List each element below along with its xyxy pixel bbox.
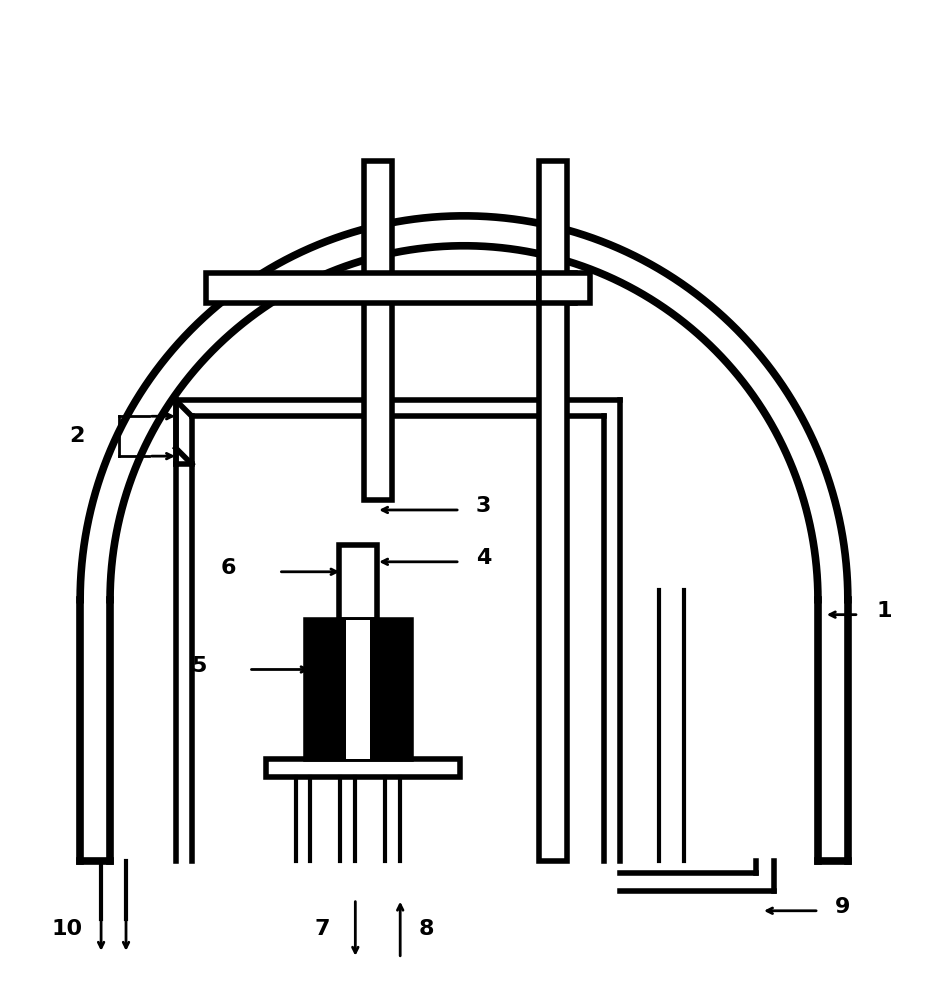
Text: 6: 6	[221, 558, 236, 578]
Text: 5: 5	[190, 656, 206, 676]
Text: 2: 2	[69, 426, 84, 446]
Bar	[538, 161, 566, 861]
Bar	[206, 273, 574, 303]
Bar	[339, 545, 377, 620]
Text: 9: 9	[834, 897, 849, 917]
Bar	[346, 620, 370, 759]
Text: 8: 8	[418, 919, 433, 939]
Text: 3: 3	[475, 496, 491, 516]
Bar	[538, 273, 589, 303]
Text: 10: 10	[51, 919, 83, 939]
Bar	[364, 161, 392, 500]
Text: 1: 1	[876, 601, 891, 621]
Text: 7: 7	[315, 919, 330, 939]
Bar	[306, 620, 411, 759]
Bar	[265, 759, 459, 777]
Text: 4: 4	[475, 548, 491, 568]
